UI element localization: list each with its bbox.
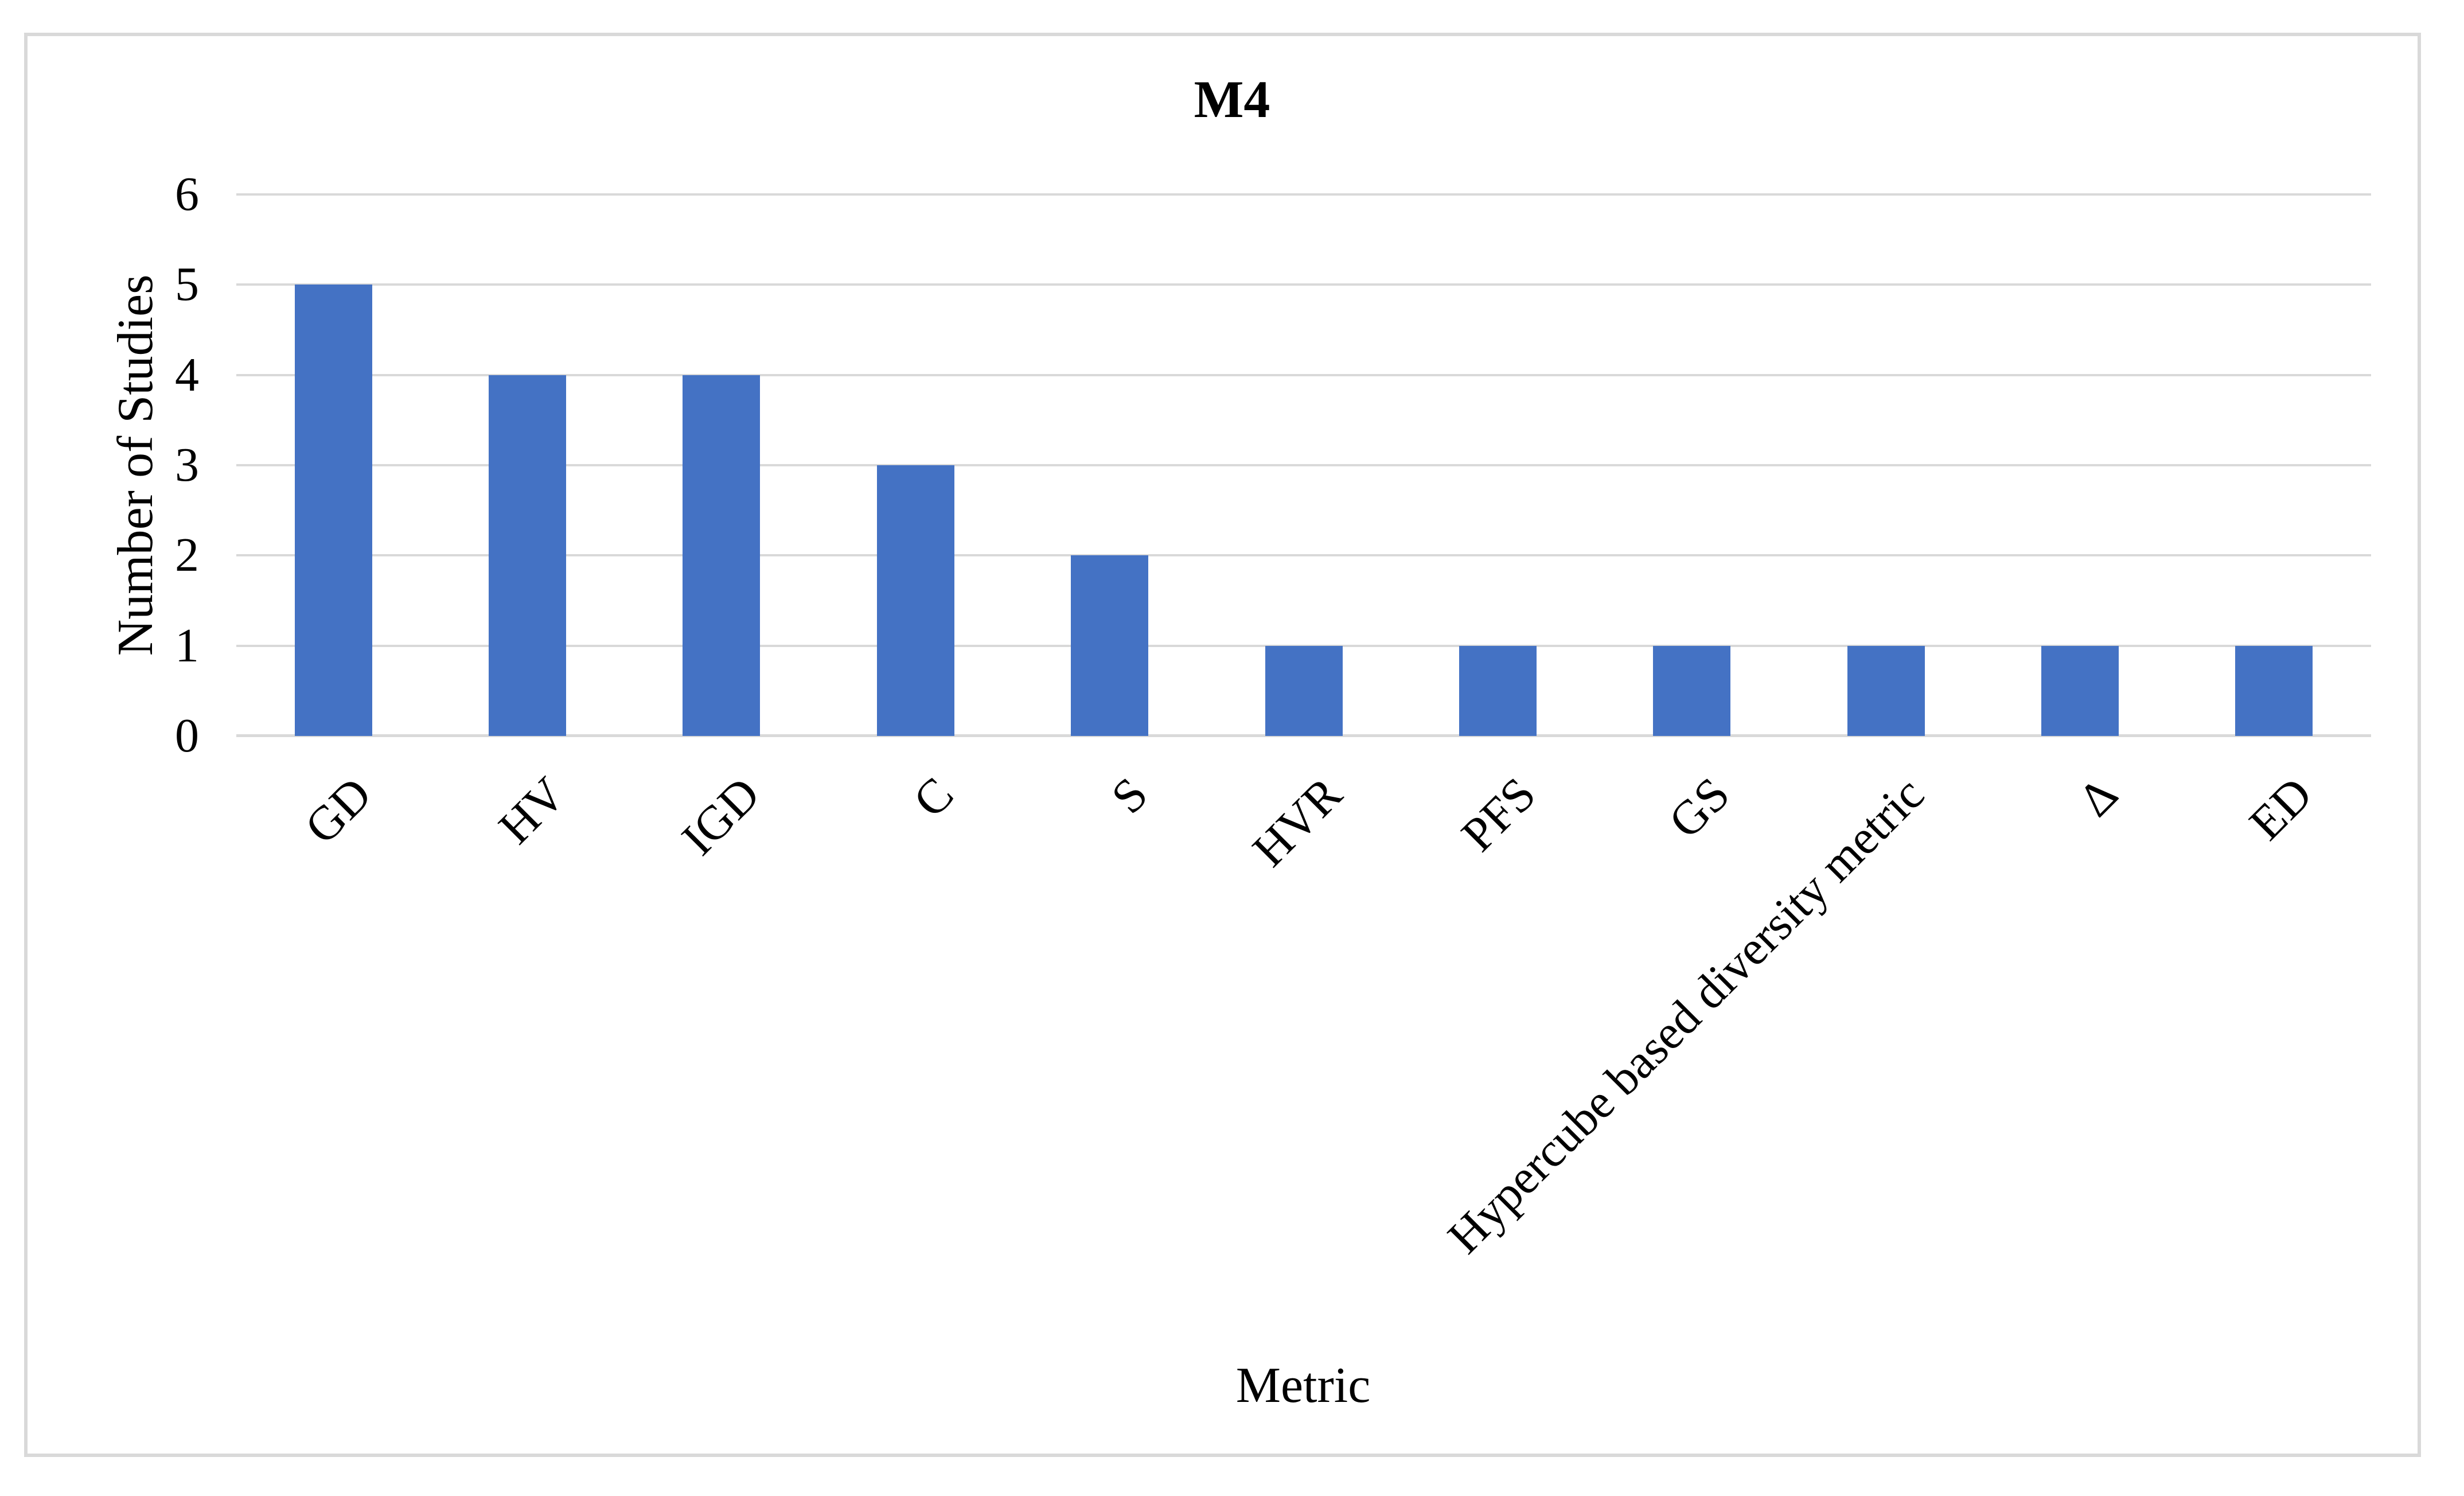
bar-C <box>876 465 954 736</box>
y-tick-label-6: 6 <box>175 167 199 221</box>
bar-Δ <box>2041 645 2119 736</box>
y-tick-label-0: 0 <box>175 709 199 762</box>
gridline-y6 <box>236 193 2371 196</box>
y-tick-label-1: 1 <box>175 618 199 672</box>
x-axis-title: Metric <box>1235 1358 1371 1413</box>
gridline-y4 <box>236 373 2371 376</box>
bar-ED <box>2235 645 2313 736</box>
bar-PFS <box>1459 645 1537 736</box>
gridline-y2 <box>236 554 2371 557</box>
bar-Hypercube based diversity metric <box>1847 645 1925 736</box>
bar-HVR <box>1265 645 1343 736</box>
gridline-y5 <box>236 283 2371 286</box>
y-tick-label-3: 3 <box>175 438 199 492</box>
y-tick-label-4: 4 <box>175 348 199 402</box>
figure-border <box>24 33 2421 1457</box>
gridline-y1 <box>236 644 2371 647</box>
y-tick-label-2: 2 <box>175 528 199 582</box>
bar-GD <box>294 285 372 736</box>
bar-HV <box>489 375 567 736</box>
gridline-y3 <box>236 464 2371 466</box>
plot-area <box>236 193 2371 737</box>
bar-GS <box>1653 645 1731 736</box>
bar-IGD <box>683 375 761 736</box>
y-tick-label-5: 5 <box>175 258 199 311</box>
chart-title: M4 <box>1194 70 1270 128</box>
bar-S <box>1071 555 1149 736</box>
